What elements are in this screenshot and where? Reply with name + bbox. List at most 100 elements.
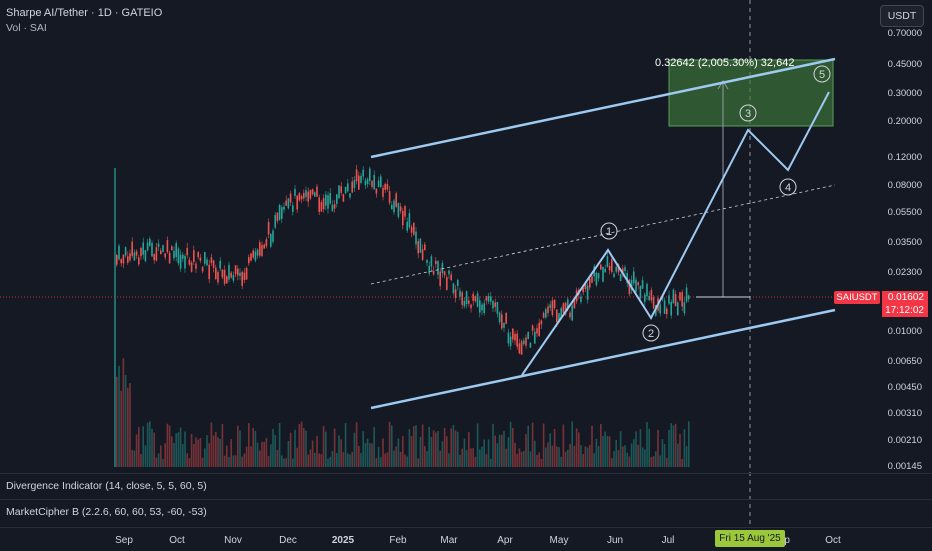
wave-label-2[interactable]: 2 [642, 324, 660, 342]
volume-bar [573, 445, 576, 467]
volume-bar [252, 427, 254, 467]
candle-body [494, 302, 496, 307]
volume-bar [496, 443, 499, 467]
time-tick-label: Dec [279, 535, 297, 546]
volume-bar [377, 446, 380, 467]
marketcipher-indicator-label[interactable]: MarketCipher B (2.2.6, 60, 60, 53, -60, … [6, 506, 207, 518]
candle-body [672, 289, 675, 304]
volume-bar [226, 445, 228, 467]
time-tick-label: Oct [825, 535, 841, 546]
divergence-indicator-label[interactable]: Divergence Indicator (14, close, 5, 5, 6… [6, 480, 207, 492]
volume-bar [177, 432, 180, 467]
volume-bar [371, 443, 373, 467]
volume-bar [146, 422, 149, 467]
volume-bar [410, 435, 413, 467]
candle-body [393, 200, 395, 213]
wave-label-5[interactable]: 5 [813, 65, 831, 83]
candle-body [465, 291, 468, 305]
candle-body [560, 307, 562, 318]
volume-bar [292, 458, 294, 467]
volume-bar [597, 445, 600, 467]
candle-body [569, 312, 571, 318]
currency-button[interactable]: USDT [880, 5, 924, 27]
current-price-label: 0.01602 [882, 291, 928, 304]
volume-bar [254, 430, 257, 467]
volume-bar [228, 457, 230, 467]
volume-bar [622, 446, 624, 467]
volume-bar [650, 457, 653, 467]
volume-bar [567, 449, 569, 467]
volume-legend[interactable]: Vol · SAI [6, 22, 47, 34]
volume-bar [157, 453, 160, 467]
volume-bar [509, 421, 512, 467]
volume-bar [338, 435, 340, 467]
volume-bar [604, 431, 606, 467]
volume-bar [408, 429, 411, 467]
volume-bar [333, 428, 336, 467]
volume-bar [582, 454, 584, 467]
candle-body [206, 259, 208, 266]
volume-bar [320, 454, 323, 467]
candle-body [408, 213, 411, 228]
wave-label-1[interactable]: 1 [600, 222, 618, 240]
volume-bar [551, 445, 554, 467]
candle-body [223, 269, 226, 284]
volume-bar [624, 445, 626, 467]
candle-body [184, 256, 186, 269]
candle-body [298, 193, 301, 201]
volume-bar [635, 431, 637, 467]
volume-bar [674, 423, 677, 467]
wave-label-4[interactable]: 4 [779, 178, 797, 196]
candle-body [325, 194, 327, 206]
volume-bar [250, 446, 252, 467]
volume-bar [351, 451, 353, 467]
symbol-title[interactable]: Sharpe AI/Tether · 1D · GATEIO [6, 7, 163, 19]
candle-body [681, 292, 683, 307]
volume-bar [534, 440, 536, 467]
volume-bar [195, 437, 197, 467]
candle-body [626, 273, 628, 284]
marketcipher-indicator-pane[interactable]: MarketCipher B (2.2.6, 60, 60, 53, -60, … [0, 499, 932, 528]
candle-body [171, 246, 173, 251]
candle-body [646, 284, 648, 297]
price-tick-label: 0.12000 [887, 152, 922, 163]
candle-body [490, 296, 492, 302]
volume-bar [369, 442, 371, 467]
candle-body [608, 266, 611, 271]
wave-label-3[interactable]: 3 [739, 104, 757, 122]
volume-bar [197, 439, 199, 467]
volume-bar [241, 456, 243, 467]
time-axis[interactable]: SepOctNovDec2025FebMarAprMayJunJulSepOct [0, 527, 932, 551]
candle-body [369, 168, 371, 181]
candle-body [450, 274, 452, 280]
candle-body [263, 244, 265, 249]
candle-body [133, 252, 136, 261]
volume-bar [595, 438, 598, 467]
divergence-indicator-pane[interactable]: Divergence Indicator (14, close, 5, 5, 6… [0, 473, 932, 500]
candle-body [239, 272, 241, 276]
volume-bar [589, 444, 591, 467]
candle-body [650, 290, 653, 301]
volume-bar [230, 439, 232, 467]
volume-bar [166, 423, 169, 467]
volume-bar [384, 453, 386, 467]
volume-bar [358, 445, 360, 467]
volume-bar [388, 421, 391, 467]
candle-body [545, 309, 547, 318]
volume-bar [201, 457, 204, 467]
volume-bar [591, 425, 593, 467]
candle-body [243, 272, 246, 281]
candle-body [501, 314, 503, 329]
volume-bar [586, 447, 589, 467]
svg-text:1: 1 [606, 226, 612, 238]
volume-bar [210, 422, 213, 467]
candle-body [157, 243, 160, 247]
volume-bar [679, 434, 681, 467]
volume-bar [659, 455, 661, 467]
volume-bar [490, 458, 492, 467]
volume-bar [364, 443, 367, 467]
volume-bar [182, 444, 184, 467]
volume-bar [531, 422, 534, 467]
svg-text:4: 4 [785, 182, 791, 194]
